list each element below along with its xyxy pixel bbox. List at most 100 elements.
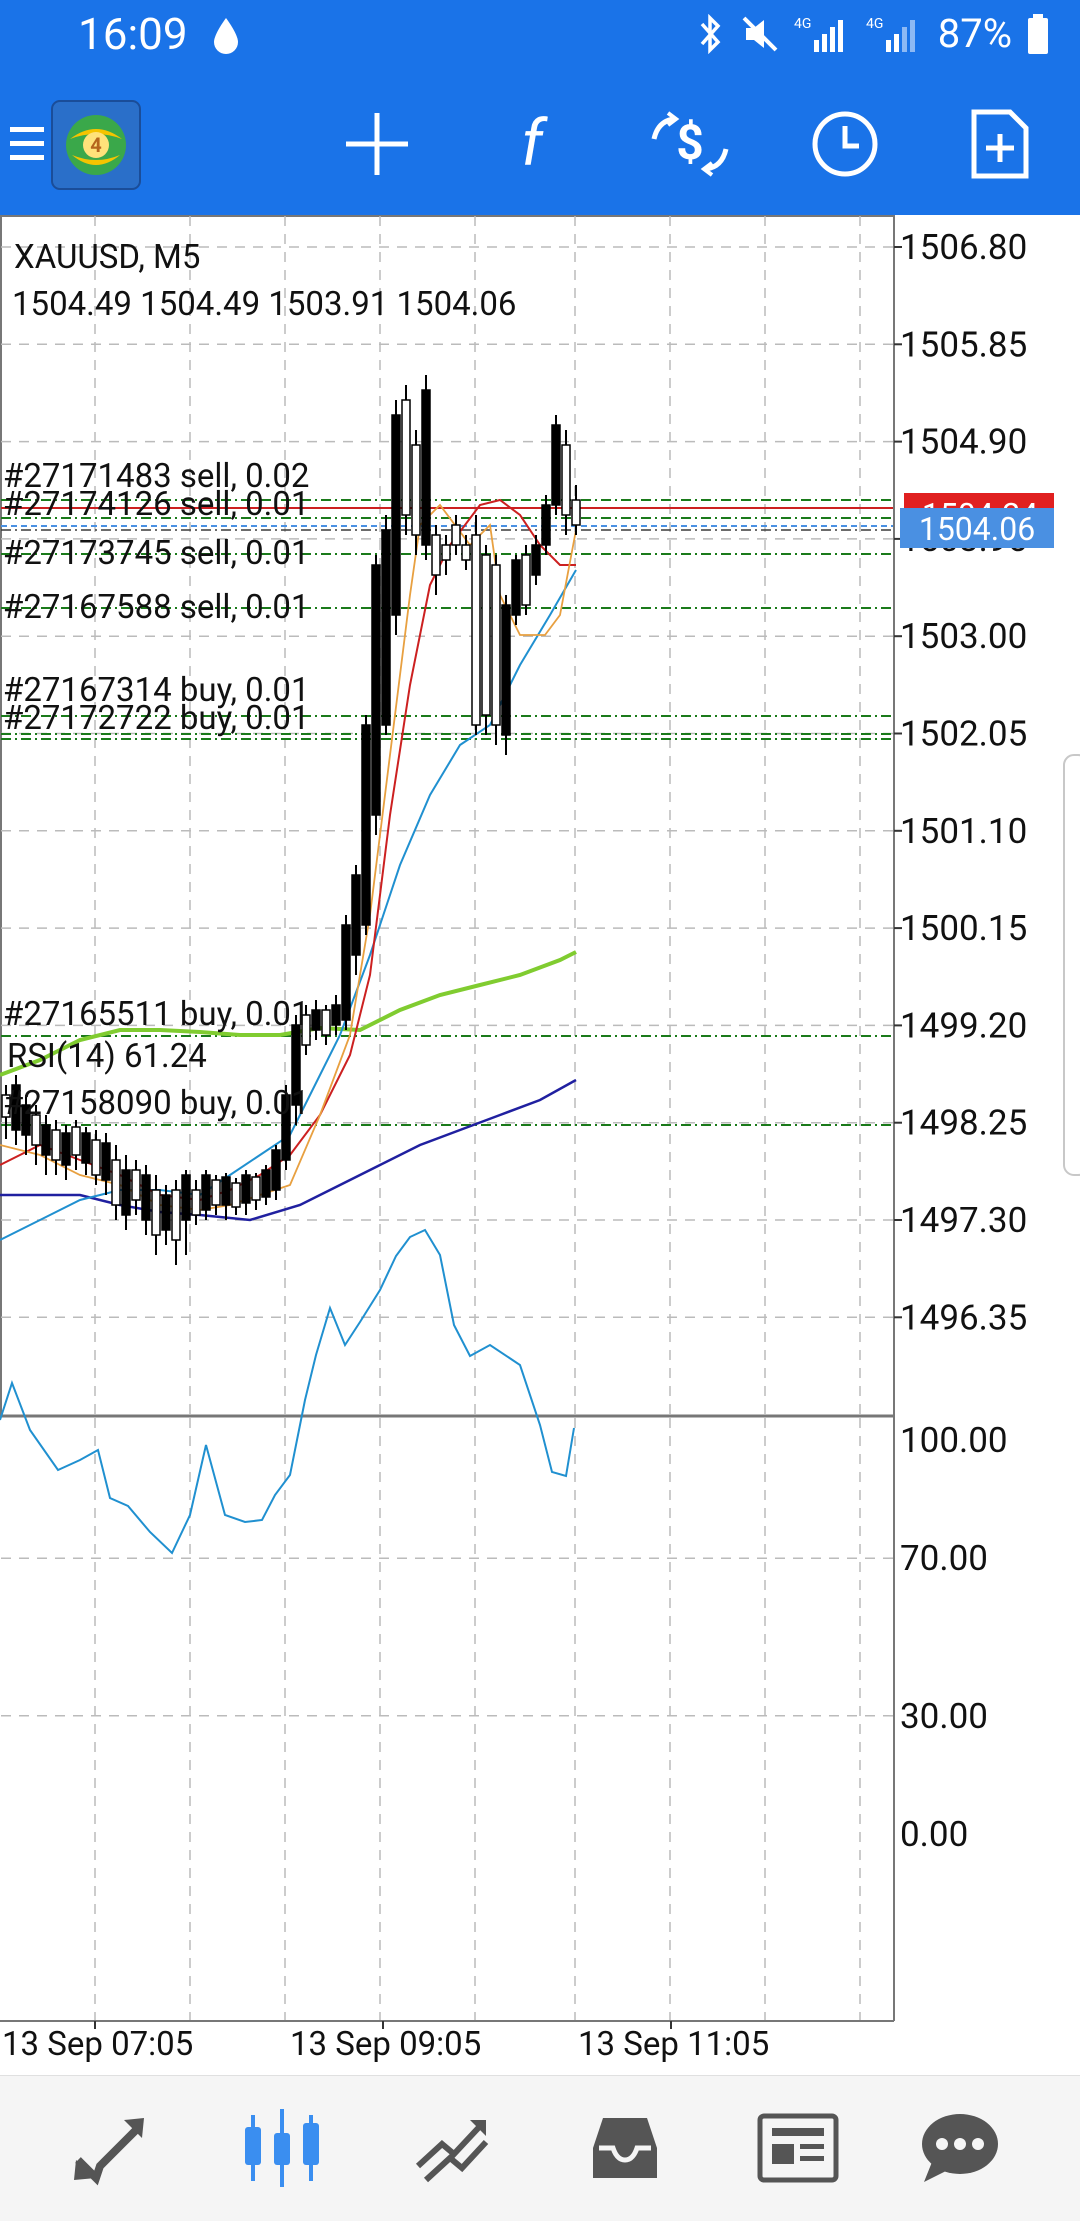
candle [321, 1009, 331, 1036]
crosshair-button[interactable] [332, 99, 422, 189]
order-label: #27172722 buy, 0.01 [3, 699, 310, 738]
order-label: #27173745 sell, 0.01 [3, 534, 309, 573]
bid-price-label: 1504.06 [919, 510, 1035, 548]
price-label: 1498.25 [900, 1103, 1027, 1144]
nav-chart[interactable] [232, 2098, 332, 2198]
candle [331, 1004, 341, 1026]
timeframe-button[interactable] [800, 99, 890, 189]
candle [511, 559, 521, 616]
chart-svg[interactable]: #27171483 sell, 0.02#27174126 sell, 0.01… [0, 215, 1080, 2075]
price-label: 1504.90 [900, 422, 1027, 463]
candle [291, 1024, 301, 1106]
candle [541, 504, 551, 546]
candle [551, 424, 561, 506]
status-icons: 4G 4G 87% [696, 10, 1050, 57]
candle [351, 874, 361, 956]
indicators-icon: f [521, 109, 548, 179]
signal-icon: 4G [794, 16, 843, 52]
candle [61, 1132, 71, 1166]
time-label: 13 Sep 11:05 [578, 2025, 769, 2064]
bottom-nav [0, 2075, 1080, 2221]
candle [41, 1124, 51, 1156]
bluetooth-icon [700, 13, 721, 54]
candle [221, 1176, 231, 1206]
candle [521, 554, 531, 606]
candle [411, 444, 421, 536]
price-label: 1496.35 [900, 1297, 1027, 1338]
crosshair-icon [346, 113, 408, 175]
candle [471, 534, 481, 726]
chart-area[interactable]: #27171483 sell, 0.02 #27174126 sell, 0.01… [0, 215, 1080, 2075]
price-label: 1501.10 [900, 811, 1027, 852]
nav-chat[interactable] [910, 2098, 1010, 2198]
svg-text:$: $ [676, 114, 704, 171]
candle [301, 1014, 311, 1046]
main-chart-frame [0, 215, 895, 1417]
price-label: 1505.85 [900, 324, 1027, 365]
rsi-level-label: 70.00 [900, 1538, 988, 1579]
order-label: #27165511 buy, 0.01 [3, 995, 310, 1034]
candle [361, 724, 371, 926]
svg-text:4G: 4G [794, 16, 811, 32]
candle [151, 1189, 161, 1236]
candle [201, 1174, 211, 1211]
rsi-level-label: 0.00 [900, 1814, 968, 1855]
chart-grid [1, 216, 893, 2020]
rsi-level-label: 100.00 [900, 1420, 1008, 1461]
nav-news[interactable] [748, 2098, 848, 2198]
battery-percent: 87% [937, 10, 1012, 57]
nav-history[interactable] [575, 2098, 675, 2198]
trade-icon [415, 2120, 489, 2183]
quotes-icon [74, 2118, 144, 2186]
time-axis: 13 Sep 07:05 13 Sep 09:05 13 Sep 11:05 [2, 2021, 769, 2064]
order-label: #27167314 buy, 0.01 [3, 671, 310, 710]
side-panel-handle[interactable] [1063, 754, 1080, 1176]
candle [461, 544, 471, 561]
metatrader-logo[interactable]: 4 [50, 99, 142, 191]
time-label: 13 Sep 07:05 [2, 2025, 193, 2064]
chart-ohlc: 1504.49 1504.49 1503.91 1504.06 [12, 285, 516, 324]
candle [251, 1176, 261, 1201]
nav-quotes[interactable] [58, 2098, 158, 2198]
rsi-pane: 100.00 70.00 30.00 0.00 [0, 1228, 1008, 1855]
rsi-level-label: 30.00 [900, 1696, 988, 1737]
clock-icon [812, 111, 878, 177]
candle [161, 1194, 171, 1231]
battery-icon [1028, 13, 1048, 54]
candle [111, 1159, 121, 1206]
menu-icon [10, 127, 44, 160]
candle [491, 564, 501, 726]
candle [121, 1169, 131, 1216]
indicators-button[interactable]: f [487, 99, 577, 189]
candle [371, 564, 381, 816]
candle [191, 1189, 201, 1216]
menu-button[interactable] [0, 99, 65, 189]
candle [401, 399, 411, 516]
rsi-title: RSI(14) 61.24 [7, 1037, 207, 1076]
trade-dollar-icon: $ [651, 111, 729, 177]
candles [1, 375, 581, 1265]
chart-symbol: XAUUSD, M5 [14, 238, 200, 277]
new-order-button[interactable] [955, 99, 1045, 189]
candle [11, 1084, 21, 1131]
candle [71, 1126, 81, 1156]
price-axis: 1506.801505.851504.901503.951503.001502.… [894, 227, 1027, 1338]
trade-button[interactable]: $ [645, 99, 735, 189]
status-bar: 16:09 4G 4G 87% [0, 0, 1080, 75]
nav-trade[interactable] [402, 2098, 502, 2198]
candle [391, 414, 401, 616]
candle [431, 534, 441, 576]
candle [31, 1114, 41, 1146]
new-order-icon [971, 109, 1029, 179]
candle [571, 499, 581, 526]
chat-icon [922, 2114, 998, 2182]
price-label: 1497.30 [900, 1200, 1027, 1241]
candle [341, 924, 351, 1021]
candle [271, 1149, 281, 1191]
candle [1, 1094, 11, 1118]
candle [51, 1129, 61, 1161]
time-label: 13 Sep 09:05 [290, 2025, 481, 2064]
order-label: #27174126 sell, 0.01 [3, 485, 309, 524]
price-label: 1499.20 [900, 1005, 1027, 1046]
candle [101, 1142, 111, 1181]
